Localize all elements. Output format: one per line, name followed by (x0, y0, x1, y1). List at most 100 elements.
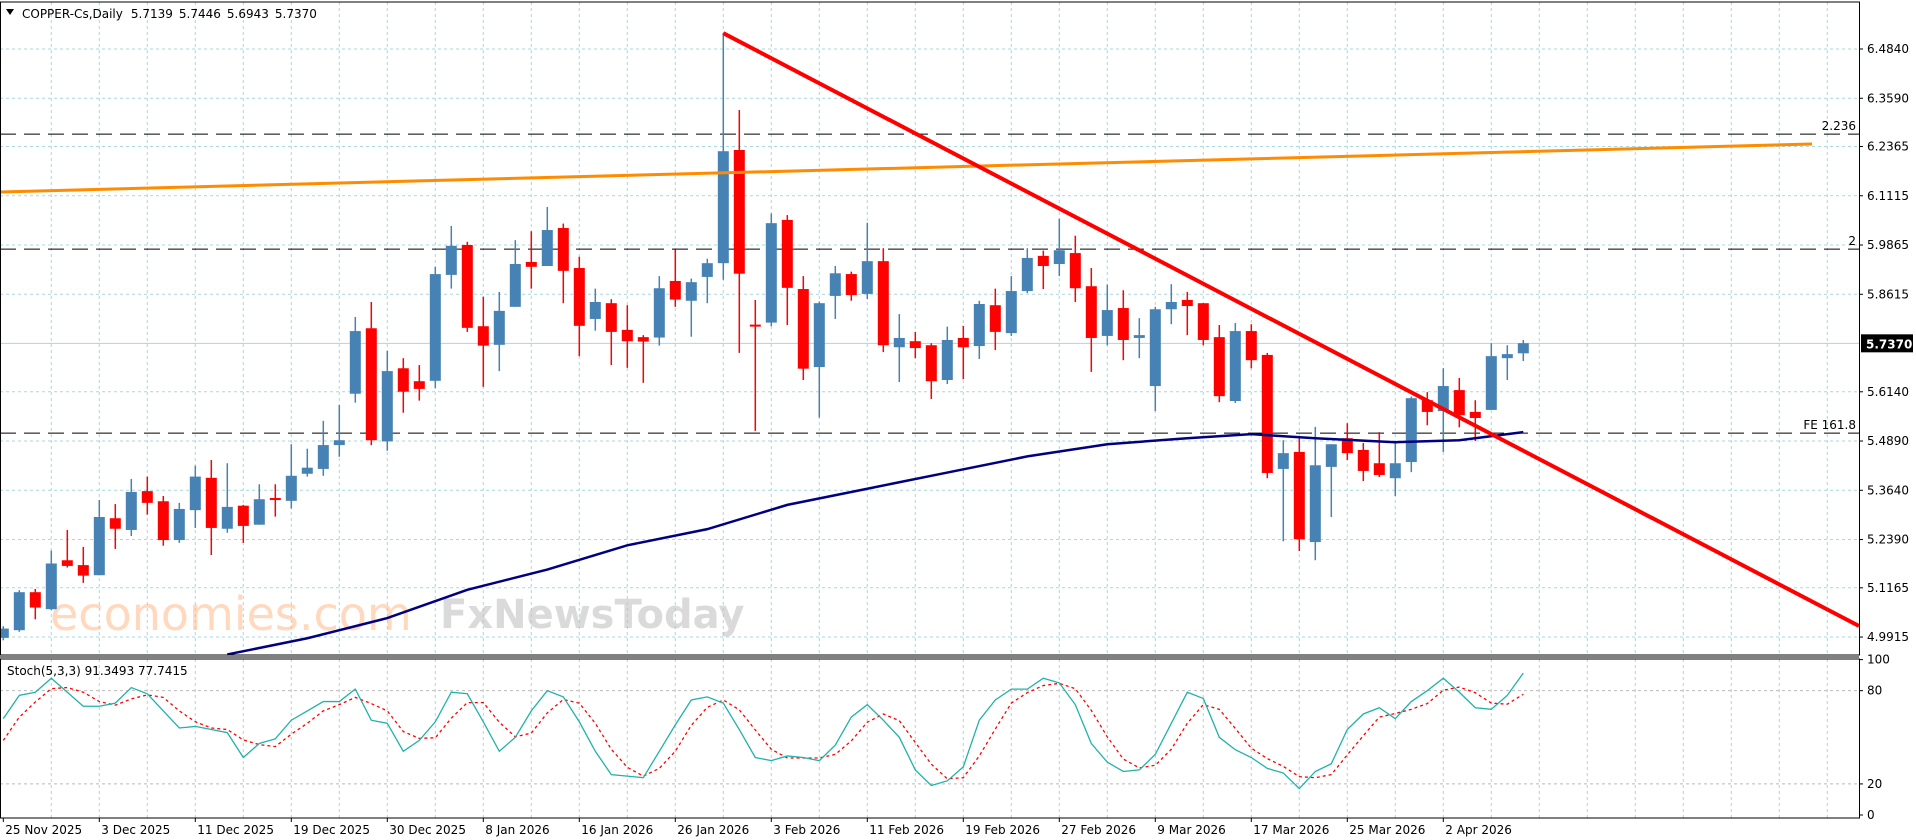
candle-body (93, 517, 105, 576)
stoch-d-line (2, 682, 1524, 780)
stoch-panel-frame (0, 658, 1860, 819)
candle (893, 314, 905, 383)
candle (1213, 325, 1225, 403)
candle-body (349, 331, 361, 394)
candle (29, 588, 41, 620)
downtrend-line (722, 31, 1860, 628)
candle (301, 448, 313, 477)
candle-body (381, 371, 393, 442)
candle (669, 249, 681, 307)
candle-body (1517, 343, 1529, 354)
stochastic-panel (2, 672, 1524, 790)
ohlc-close: 5.7370 (275, 7, 317, 21)
candle (781, 215, 793, 326)
ohlc-high: 5.7446 (179, 7, 221, 21)
fib-level-label: 2 (1848, 234, 1856, 248)
candle (749, 299, 761, 431)
candle (381, 350, 393, 451)
collapse-triangle-icon[interactable] (6, 9, 14, 15)
candle (125, 479, 137, 537)
candle-body (269, 498, 281, 501)
date-axis-label: 3 Dec 2025 (101, 823, 170, 837)
candle-body (333, 440, 345, 446)
candle-body (1485, 356, 1497, 410)
candle-body (237, 505, 249, 526)
candle (1485, 343, 1497, 410)
candle (877, 248, 889, 353)
candle-body (1117, 308, 1129, 340)
price-axis-label: 5.1165 (1867, 581, 1909, 595)
price-axis-label: 5.9865 (1867, 238, 1909, 252)
candle (0, 626, 9, 641)
candle-body (45, 563, 57, 610)
candle (1325, 444, 1337, 518)
price-axis-label: 6.4840 (1867, 42, 1909, 56)
candle-body (557, 228, 569, 271)
candle-body (1085, 286, 1097, 338)
candle (509, 240, 521, 307)
candle (1117, 290, 1129, 361)
candle (1501, 345, 1513, 380)
candle-body (541, 230, 553, 267)
fib-level-label: FE 161.8 (1803, 418, 1856, 432)
candle (13, 590, 25, 632)
candle (1373, 432, 1385, 477)
candle (765, 213, 777, 327)
candle (157, 495, 169, 546)
candle (285, 444, 297, 509)
candle-body (173, 508, 185, 541)
candle-body (1229, 331, 1241, 402)
symbol-period: COPPER-Cs,Daily (22, 7, 123, 21)
candle-body (221, 506, 233, 529)
date-axis-label: 19 Dec 2025 (293, 823, 370, 837)
candle (1005, 276, 1017, 336)
candle (365, 301, 377, 446)
candle-body (877, 261, 889, 346)
candle (685, 278, 697, 337)
candle-body (1069, 253, 1081, 289)
date-axis-label: 19 Feb 2026 (965, 823, 1040, 837)
stoch-label: Stoch(5,3,3) 91.3493 77.7415 (7, 664, 188, 678)
candle-body (1437, 386, 1449, 412)
candle-body (61, 560, 73, 566)
chart-header: COPPER-Cs,Daily 5.7139 5.7446 5.6943 5.7370 (22, 7, 317, 21)
candle (909, 331, 921, 359)
candle (541, 206, 553, 267)
candle (237, 504, 249, 543)
candles (0, 33, 1529, 641)
candle-body (13, 592, 25, 631)
candle (605, 299, 617, 366)
candle (1517, 339, 1529, 361)
candle (333, 405, 345, 457)
stoch-axis-label: 20 (1867, 777, 1882, 791)
chart-title: COPPER-Cs,Daily 5.7139 5.7446 5.6943 5.7370 (6, 7, 317, 21)
candle (829, 266, 841, 319)
candle (1101, 284, 1113, 346)
date-axis-label: 17 Mar 2026 (1253, 823, 1329, 837)
watermark-economies: economies.com (50, 587, 412, 641)
candle (205, 460, 217, 556)
candle (733, 109, 745, 353)
candle (493, 291, 505, 372)
candle-body (429, 274, 441, 381)
candle-body (797, 289, 809, 369)
candle (93, 500, 105, 576)
candle (1069, 235, 1081, 302)
candle (77, 546, 89, 583)
moving-average-line (227, 430, 1524, 656)
candle-body (1005, 291, 1017, 334)
candle-body (509, 263, 521, 307)
candle (1357, 443, 1369, 482)
candle-body (413, 381, 425, 389)
candle-body (525, 261, 537, 267)
candle (525, 231, 537, 289)
watermark-fxnewstoday: FxNewsToday (440, 592, 744, 638)
candle (653, 276, 665, 346)
candle (1405, 396, 1417, 473)
candle-body (1181, 299, 1193, 307)
candle-body (813, 303, 825, 368)
stoch-axis-label: 0 (1867, 808, 1875, 822)
candle-body (1501, 354, 1513, 359)
price-axis-label: 5.8615 (1867, 287, 1909, 301)
